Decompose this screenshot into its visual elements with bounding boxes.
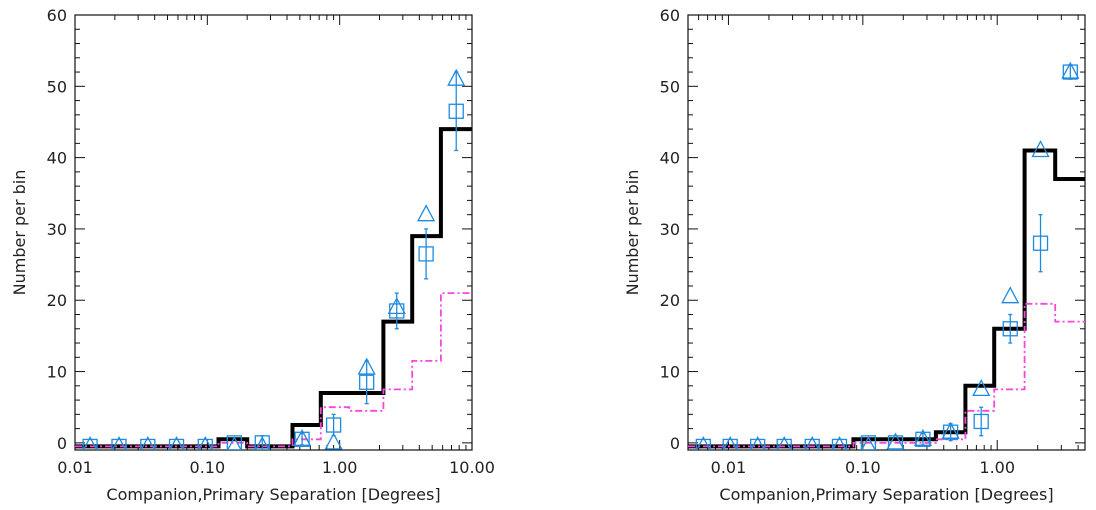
triangle-marker bbox=[197, 436, 213, 450]
square-marker bbox=[359, 374, 375, 390]
square-marker bbox=[1032, 235, 1049, 251]
y-tick-label: 30 bbox=[47, 220, 67, 239]
y-tick-label: 30 bbox=[660, 220, 680, 239]
triangle-marker bbox=[776, 436, 792, 450]
square-marker bbox=[695, 438, 711, 450]
y-tick-label: 20 bbox=[47, 291, 67, 310]
y-tick-label: 60 bbox=[47, 6, 67, 25]
triangle-marker bbox=[447, 68, 466, 86]
square-marker bbox=[750, 438, 766, 450]
triangle-marker bbox=[722, 436, 738, 450]
histogram-step-solid bbox=[75, 127, 472, 449]
histogram-step-dashdot bbox=[75, 292, 472, 448]
triangle-marker bbox=[972, 379, 991, 397]
square-marker bbox=[776, 438, 792, 450]
plot-area bbox=[75, 68, 472, 450]
plot-frame bbox=[687, 14, 1086, 451]
square-marker bbox=[915, 431, 931, 447]
square-marker bbox=[804, 438, 820, 450]
triangle-marker bbox=[387, 296, 406, 315]
square-marker bbox=[942, 424, 959, 440]
y-tick-label: 40 bbox=[660, 149, 680, 168]
triangle-marker bbox=[357, 357, 376, 375]
triangle-marker bbox=[169, 436, 184, 450]
x-tick-label: 0.01 bbox=[57, 458, 93, 477]
triangle-marker bbox=[750, 436, 766, 450]
square-marker bbox=[722, 438, 738, 450]
histogram-step-solid bbox=[688, 148, 1085, 449]
triangle-marker bbox=[417, 204, 436, 222]
square-marker bbox=[254, 435, 270, 450]
y-tick-label: 0 bbox=[57, 434, 67, 453]
x-axis-label: Companion,Primary Separation [Degrees] bbox=[719, 485, 1053, 504]
y-tick-label: 10 bbox=[660, 363, 680, 382]
triangle-marker bbox=[293, 428, 312, 446]
square-marker bbox=[111, 438, 127, 450]
triangle-marker bbox=[804, 436, 820, 450]
triangle-marker bbox=[140, 436, 156, 450]
y-tick-label: 40 bbox=[47, 149, 67, 168]
square-marker bbox=[1002, 321, 1018, 337]
y-tick-label: 50 bbox=[47, 77, 67, 96]
square-marker bbox=[294, 431, 310, 447]
triangle-marker bbox=[695, 436, 711, 450]
square-marker bbox=[831, 438, 848, 450]
square-marker bbox=[448, 103, 464, 119]
triangle-marker bbox=[82, 436, 98, 450]
triangle-marker bbox=[941, 421, 960, 439]
square-marker bbox=[82, 438, 98, 450]
y-axis-label: Number per bin bbox=[10, 170, 29, 296]
left-panel: 0 10 20 30 40 50 60 0.01 0.10 1.00 10.00 Companion,… bbox=[10, 6, 495, 504]
x-tick-label: 1.00 bbox=[322, 458, 358, 477]
square-marker bbox=[418, 246, 434, 262]
triangle-marker bbox=[886, 432, 905, 450]
square-marker bbox=[887, 435, 904, 450]
square-marker bbox=[226, 435, 242, 450]
x-tick-label: 10.00 bbox=[449, 458, 495, 477]
triangle-marker bbox=[1001, 286, 1020, 304]
triangle-marker bbox=[913, 428, 933, 446]
x-tick-label: 0.10 bbox=[190, 458, 226, 477]
triangle-marker bbox=[832, 436, 847, 450]
x-axis-label: Companion,Primary Separation [Degrees] bbox=[106, 485, 440, 504]
square-marker bbox=[168, 438, 185, 450]
right-panel: 0 10 20 30 40 50 60 0.01 0.10 1.00 Companion,Prima… bbox=[623, 6, 1086, 504]
square-marker bbox=[325, 417, 342, 433]
y-tick-label: 60 bbox=[660, 6, 680, 25]
triangle-marker bbox=[1031, 140, 1050, 158]
square-marker bbox=[1062, 64, 1078, 80]
square-marker bbox=[973, 413, 989, 430]
triangle-marker bbox=[1061, 61, 1080, 79]
x-tick-label: 0.01 bbox=[711, 458, 747, 477]
plot-frame bbox=[74, 14, 473, 451]
square-marker bbox=[197, 438, 213, 450]
y-tick-label: 50 bbox=[660, 77, 680, 96]
triangle-marker bbox=[111, 436, 127, 450]
square-marker bbox=[140, 438, 156, 450]
y-tick-label: 20 bbox=[660, 291, 680, 310]
triangle-marker bbox=[860, 436, 876, 450]
y-axis-label: Number per bin bbox=[623, 170, 642, 296]
square-marker bbox=[860, 435, 877, 450]
y-tick-label: 10 bbox=[47, 363, 67, 382]
x-tick-label: 1.00 bbox=[979, 458, 1015, 477]
y-tick-label: 0 bbox=[670, 434, 680, 453]
x-tick-label: 0.10 bbox=[845, 458, 881, 477]
plot-area bbox=[688, 61, 1085, 450]
triangle-marker bbox=[226, 436, 242, 450]
triangle-marker bbox=[324, 432, 343, 450]
triangle-marker bbox=[254, 436, 270, 450]
